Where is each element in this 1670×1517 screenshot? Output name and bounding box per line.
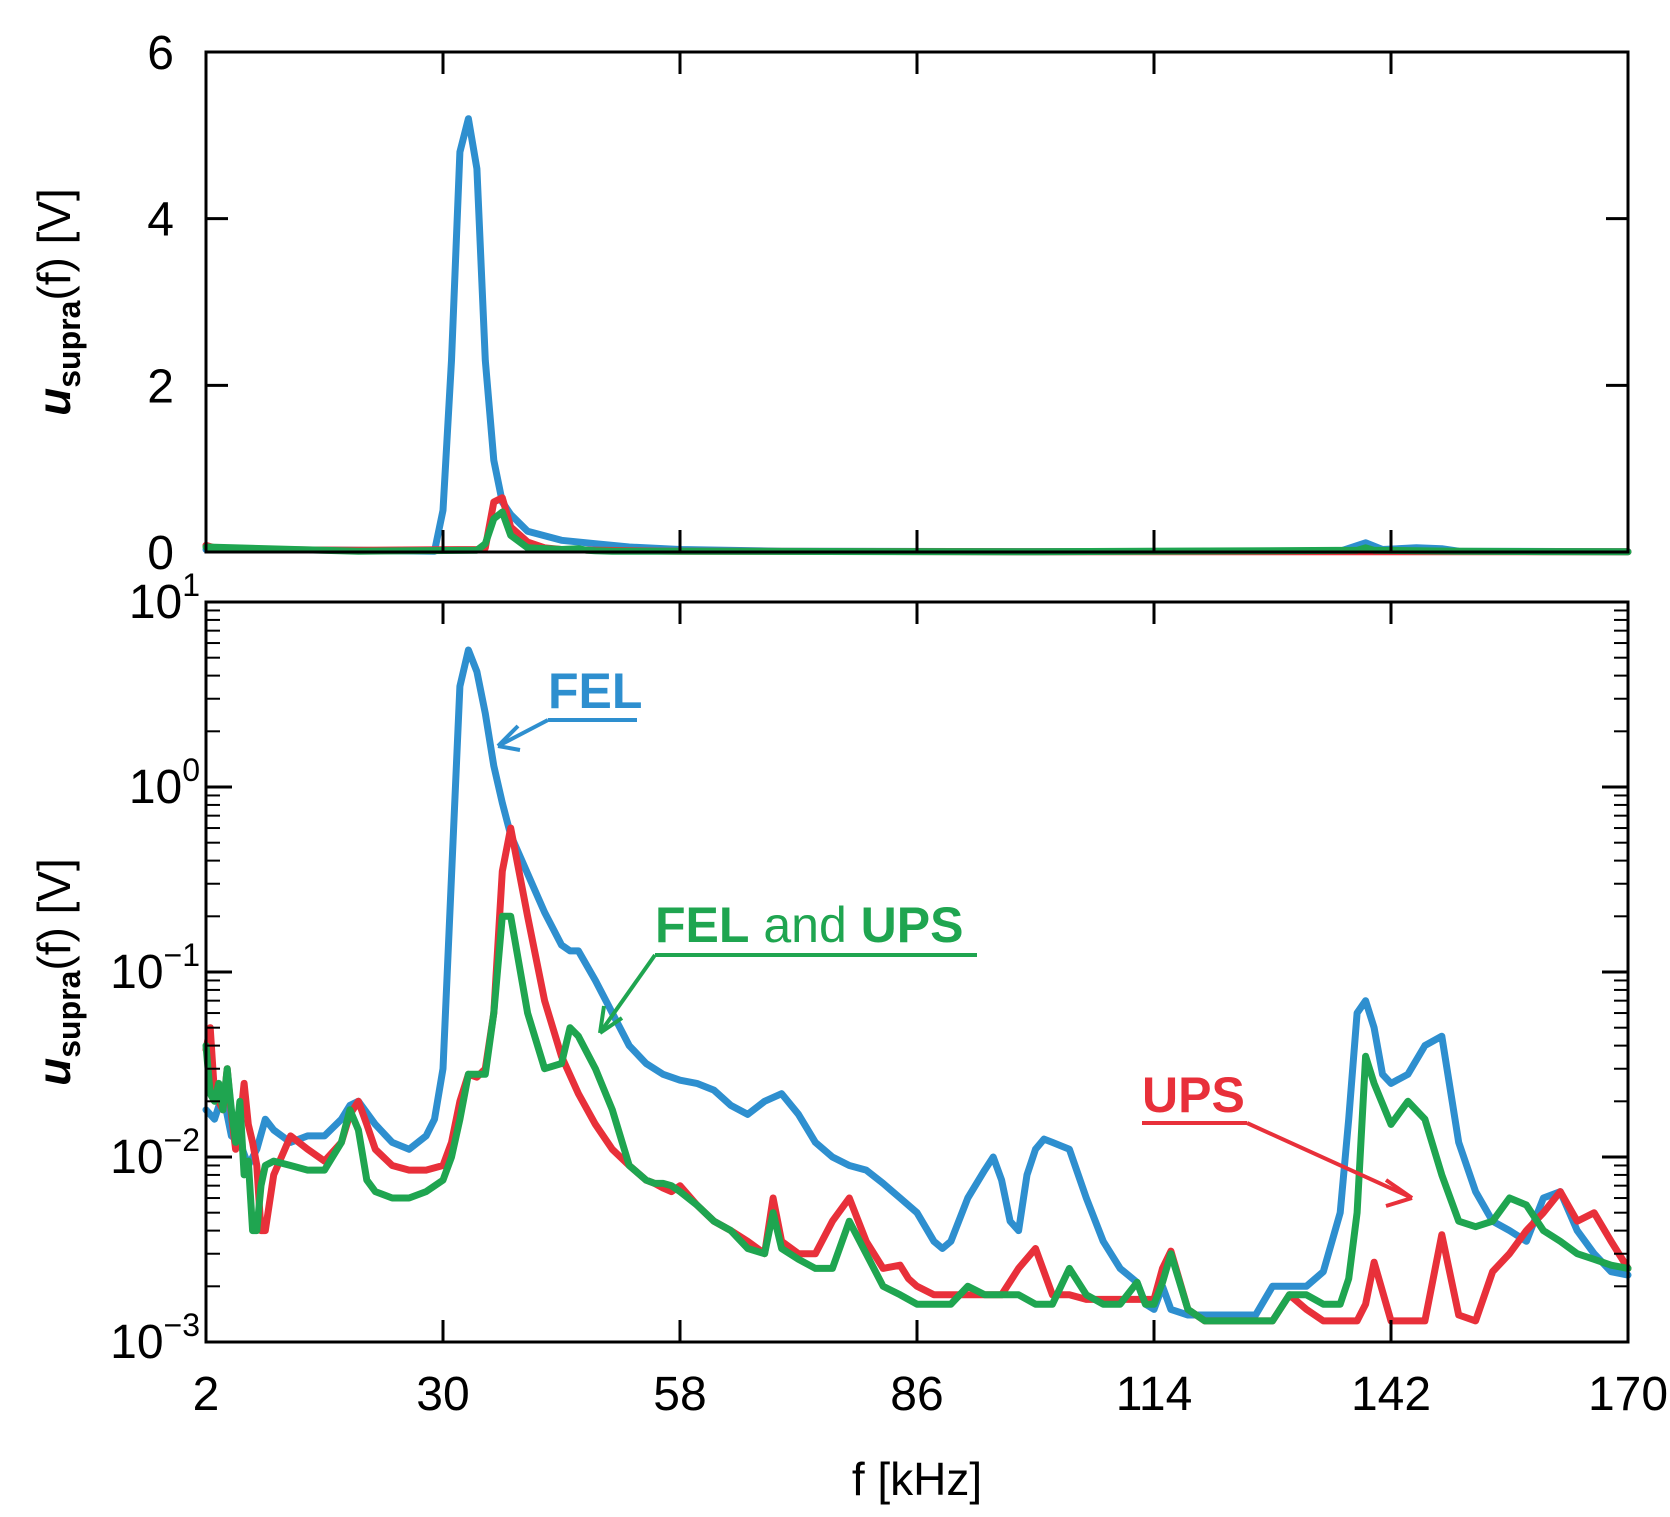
- annotation-ups-arrowhead: [1384, 1178, 1414, 1208]
- annotation-ups-label: UPS: [1142, 1067, 1245, 1123]
- linear-panel: 0 2 4 6 usupra(f) [V]: [28, 27, 1632, 580]
- log-y-tick-label-1: 10−2: [110, 1122, 200, 1184]
- log-series-line-0: [202, 646, 1632, 1319]
- linear-axis-ticks: [204, 50, 1630, 554]
- x-axis-title: f [kHz]: [852, 1453, 982, 1505]
- log-series-line-2: [202, 912, 1632, 1325]
- annotation-fel-ups: FEL and UPS: [598, 897, 977, 1035]
- annotation-fel-ups-arrowhead: [598, 1005, 624, 1035]
- x-tick-label-4: 114: [1116, 1368, 1193, 1421]
- log-y-tick-label-4: 101: [129, 567, 200, 629]
- annotation-ups-leader: [1246, 1121, 1411, 1199]
- annotation-fel-ups-label: FEL and UPS: [655, 897, 963, 953]
- annotation-fel: FEL: [496, 663, 642, 752]
- log-y-tick-labels: 10−3 10−2 10−1 100 101: [110, 567, 200, 1369]
- linear-y-title-rest: (f) [V]: [28, 188, 80, 300]
- linear-series-group: [202, 115, 1632, 556]
- x-tick-label-3: 86: [890, 1368, 943, 1421]
- log-y-tick-label-3: 100: [129, 752, 200, 814]
- x-tick-labels: 2 30 58 86 114 142 170: [193, 1368, 1668, 1421]
- linear-y-tick-label-2: 4: [147, 194, 174, 247]
- linear-series-line-2: [202, 508, 1632, 556]
- linear-plot-frame: [204, 50, 1630, 554]
- linear-y-tick-label-3: 6: [147, 27, 174, 80]
- linear-y-tick-labels: 0 2 4 6: [147, 27, 174, 580]
- log-y-tick-label-0: 10−3: [110, 1307, 200, 1369]
- annotation-fel-ups-part-ups: UPS: [861, 897, 964, 953]
- x-tick-label-2: 58: [653, 1368, 706, 1421]
- log-y-title-sub: supra: [51, 970, 87, 1057]
- linear-y-axis-title: usupra(f) [V]: [28, 188, 87, 416]
- annotation-ups: UPS: [1142, 1067, 1414, 1208]
- log-y-axis-title: usupra(f) [V]: [28, 858, 87, 1086]
- annotation-fel-ups-leader: [600, 953, 657, 1032]
- linear-y-title-sub: supra: [51, 300, 87, 387]
- log-series-group: [202, 646, 1632, 1325]
- annotation-fel-ups-part-and: and: [749, 897, 860, 953]
- annotation-fel-ups-part-fel: FEL: [655, 897, 749, 953]
- x-tick-label-1: 30: [416, 1368, 469, 1421]
- linear-y-tick-label-0: 0: [147, 527, 174, 580]
- log-y-tick-label-2: 10−1: [110, 937, 200, 999]
- annotation-fel-label: FEL: [548, 663, 642, 719]
- log-axis-ticks: [204, 600, 1630, 1344]
- log-plot-frame: [204, 600, 1630, 1344]
- log-y-title-u: u: [28, 1058, 80, 1086]
- linear-y-title-u: u: [28, 388, 80, 416]
- x-tick-label-0: 2: [193, 1368, 220, 1421]
- x-tick-label-6: 170: [1588, 1368, 1668, 1421]
- log-panel: 10−3 10−2 10−1 100 101 2 30 58 86 114 142 170 usup…: [28, 567, 1668, 1505]
- linear-series-line-0: [202, 115, 1632, 556]
- log-y-title-rest: (f) [V]: [28, 858, 80, 970]
- linear-y-tick-label-1: 2: [147, 360, 174, 413]
- annotation-fel-arrowhead: [496, 724, 521, 752]
- annotation-fel-leader: [499, 718, 549, 747]
- x-tick-label-5: 142: [1351, 1368, 1431, 1421]
